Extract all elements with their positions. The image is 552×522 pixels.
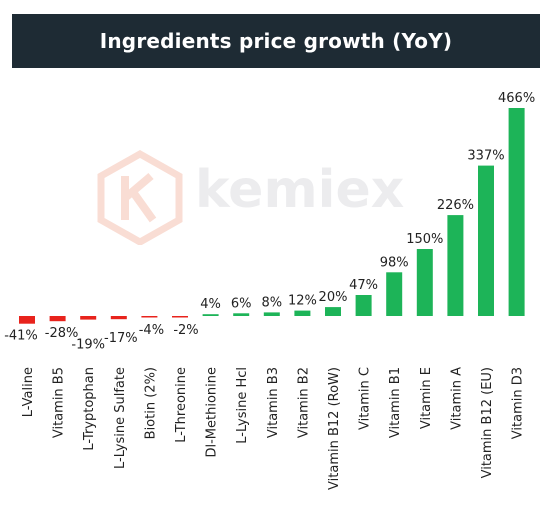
bar-biotin-2 — [141, 316, 158, 318]
bar-vitamin-b12-row — [325, 307, 341, 316]
kemiex-logo-icon — [97, 149, 183, 247]
value-label-biotin-2: -4% — [139, 323, 164, 338]
category-label-vitamin-b2: Vitamin B2 — [296, 367, 311, 438]
bar-vitamin-b3 — [263, 312, 280, 316]
category-label-biotin-2: Biotin (2%) — [143, 367, 158, 439]
category-label-vitamin-a: Vitamin A — [449, 367, 464, 430]
watermark-text: kemiex — [195, 160, 405, 220]
value-label-vitamin-d3: 466% — [498, 91, 535, 106]
category-label-dl-methionine: Dl-Methionine — [205, 367, 220, 458]
bar-vitamin-e — [416, 249, 433, 316]
bar-l-tryptophan — [80, 316, 97, 320]
category-label-vitamin-b1: Vitamin B1 — [388, 367, 403, 438]
value-label-l-threonine: -2% — [173, 323, 198, 338]
category-label-l-lysine-sulfate: L-Lysine Sulfate — [113, 367, 128, 469]
bar-vitamin-b2 — [294, 310, 311, 316]
category-label-vitamin-b3: Vitamin B3 — [266, 367, 281, 438]
bar-dl-methionine — [202, 314, 219, 316]
category-label-l-threonine: L-Threonine — [174, 367, 189, 443]
chart-title: Ingredients price growth (YoY) — [99, 29, 453, 53]
bar-vitamin-c — [355, 295, 372, 316]
value-label-vitamin-b12-eu: 337% — [467, 149, 504, 164]
category-label-vitamin-b12-row: Vitamin B12 (RoW) — [327, 367, 342, 490]
bar-vitamin-b1 — [386, 272, 403, 316]
value-label-vitamin-b12-row: 20% — [319, 290, 348, 305]
value-label-vitamin-b2: 12% — [288, 294, 317, 309]
category-label-l-tryptophan: L-Tryptophan — [82, 367, 97, 451]
category-label-vitamin-e: Vitamin E — [419, 367, 434, 429]
bar-l-lysine-sulfate — [110, 316, 127, 320]
value-label-l-lysine-hcl: 6% — [231, 296, 252, 311]
value-label-vitamin-b5: -28% — [45, 326, 79, 341]
value-label-vitamin-b1: 98% — [380, 255, 409, 270]
bar-vitamin-b12-eu — [478, 165, 494, 316]
category-label-l-valine: L-Valine — [21, 367, 36, 417]
watermark: kemiex — [95, 149, 425, 247]
bar-l-threonine — [172, 316, 188, 318]
bar-vitamin-a — [447, 215, 464, 316]
category-label-vitamin-d3: Vitamin D3 — [511, 367, 526, 439]
value-label-l-valine: -41% — [4, 329, 38, 344]
category-label-l-lysine-hcl: L-Lysine Hcl — [235, 367, 250, 444]
value-label-dl-methionine: 4% — [200, 297, 221, 312]
bar-l-lysine-hcl — [233, 313, 250, 316]
bar-vitamin-d3 — [508, 108, 525, 316]
value-label-l-tryptophan: -19% — [71, 338, 105, 353]
category-label-vitamin-b12-eu: Vitamin B12 (EU) — [480, 367, 495, 478]
value-label-vitamin-e: 150% — [406, 232, 443, 247]
value-label-l-lysine-sulfate: -17% — [104, 331, 138, 346]
value-label-vitamin-a: 226% — [437, 198, 474, 213]
value-label-vitamin-c: 47% — [349, 278, 378, 293]
bar-l-valine — [19, 316, 35, 324]
category-label-vitamin-c: Vitamin C — [358, 367, 373, 430]
chart-title-bar: Ingredients price growth (YoY) — [12, 14, 540, 68]
category-label-vitamin-b5: Vitamin B5 — [52, 367, 67, 438]
bar-vitamin-b5 — [49, 316, 66, 322]
value-label-vitamin-b3: 8% — [261, 295, 282, 310]
